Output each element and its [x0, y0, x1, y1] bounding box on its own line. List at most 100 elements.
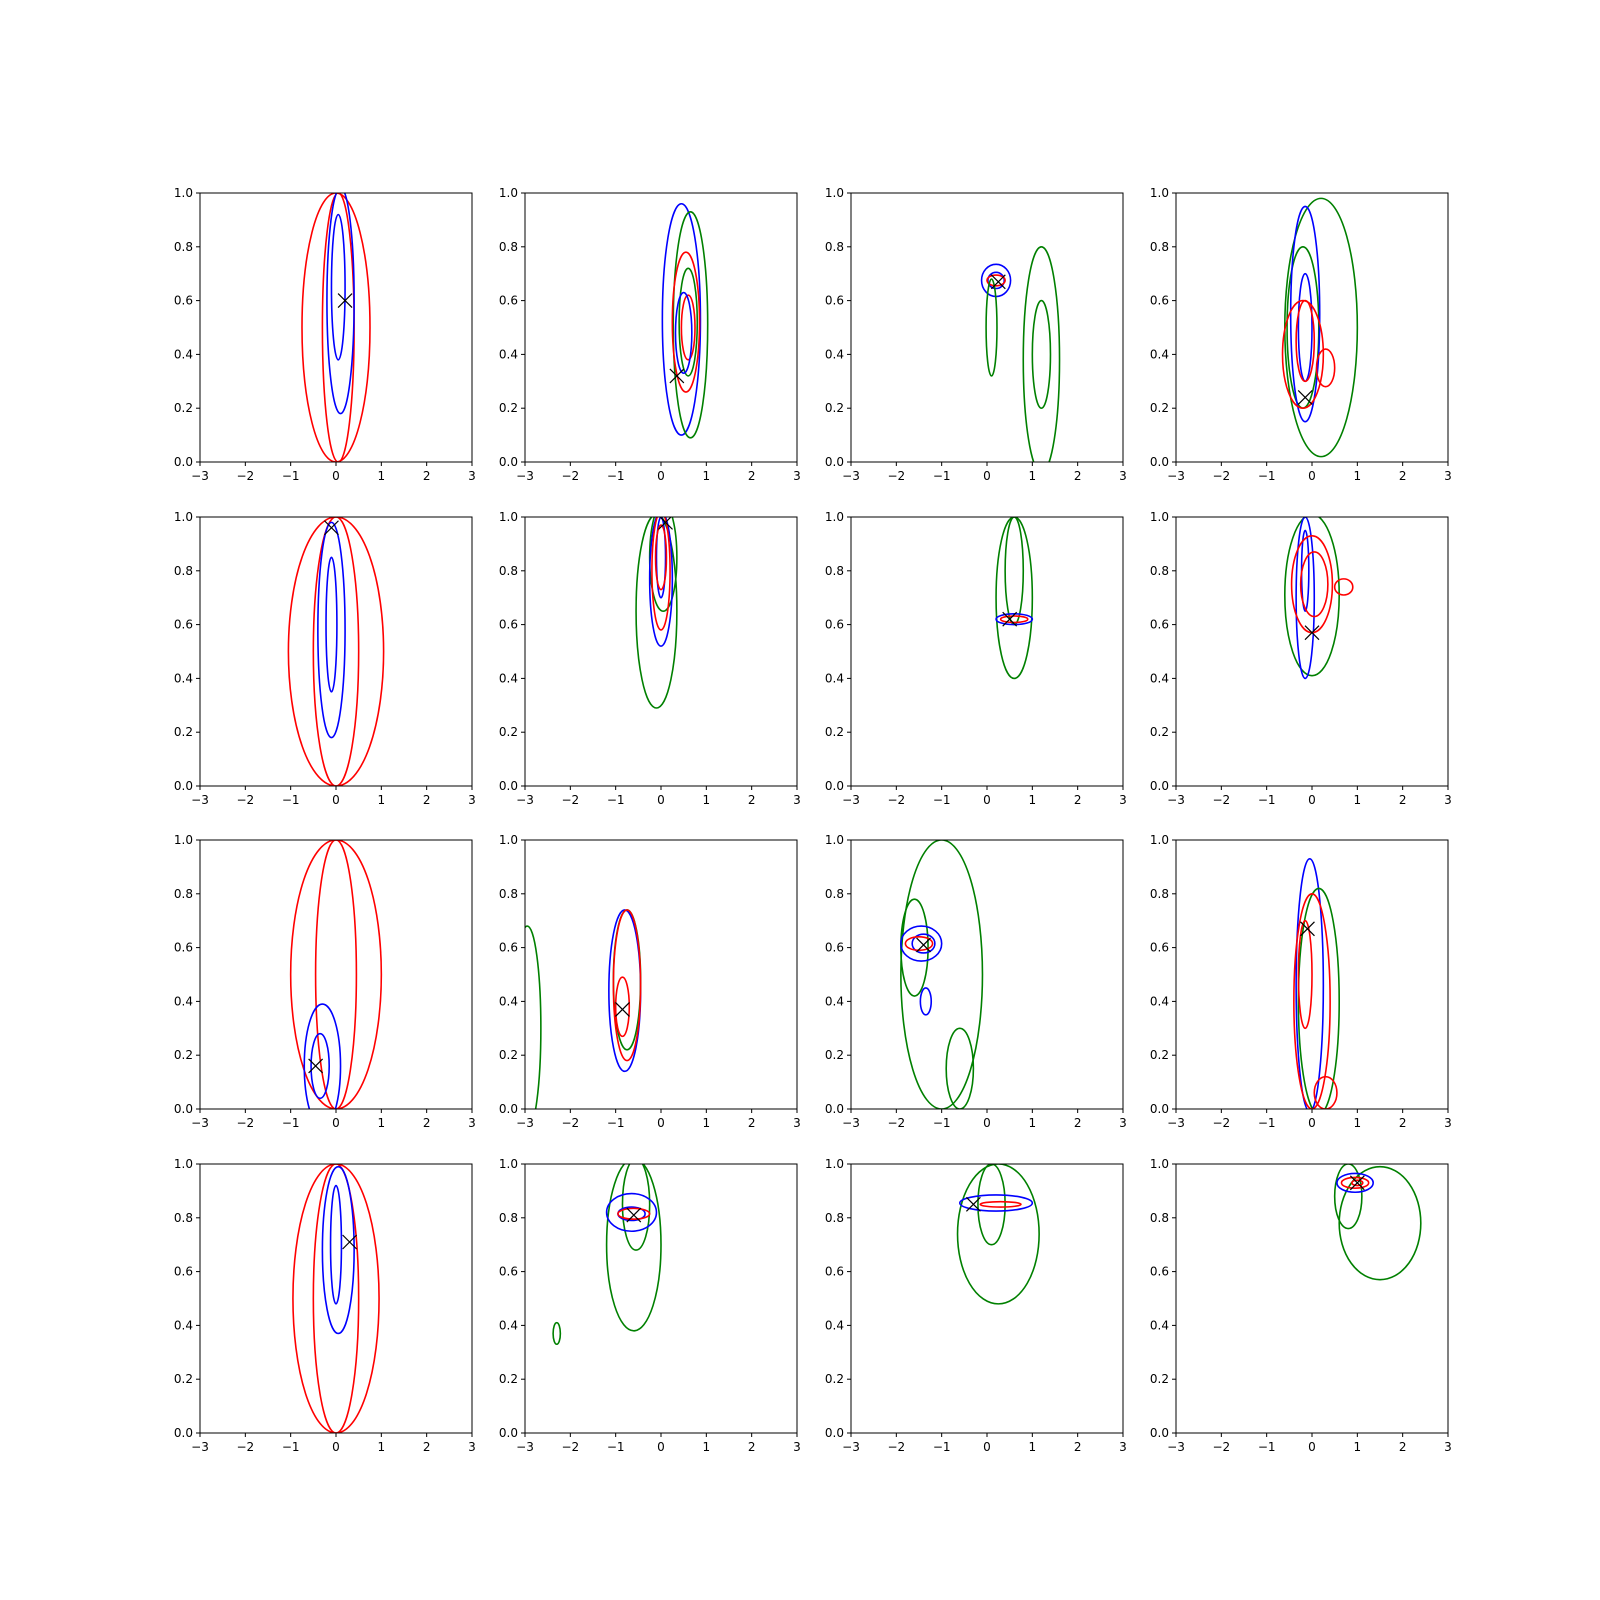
x-tick-label: −2: [561, 469, 579, 483]
y-tick-label: 0.0: [825, 455, 844, 469]
x-tick-label: 1: [1354, 469, 1362, 483]
x-marker: [1297, 390, 1313, 405]
y-tick-label: 0.6: [174, 1265, 193, 1279]
y-tick-label: 1.0: [825, 833, 844, 847]
red-contour: [301, 193, 371, 462]
blue-contour: [329, 1184, 343, 1305]
y-tick-label: 1.0: [825, 1157, 844, 1171]
x-marker: [916, 937, 931, 953]
x-tick-label: −1: [933, 1440, 951, 1454]
x-tick-label: 1: [703, 1116, 711, 1130]
blue-contour: [605, 1192, 658, 1233]
blue-contour: [325, 556, 338, 693]
green-contour: [1297, 887, 1340, 1109]
x-tick-label: 2: [1074, 793, 1082, 807]
x-marker: [658, 517, 673, 530]
y-tick-label: 0.2: [825, 401, 844, 415]
y-tick-label: 0.6: [174, 941, 193, 955]
x-tick-label: −3: [1167, 793, 1185, 807]
y-tick-label: 0.4: [174, 994, 193, 1008]
y-tick-label: 0.2: [825, 1048, 844, 1062]
y-tick-label: 0.0: [499, 1102, 518, 1116]
y-tick-label: 0.4: [825, 347, 844, 361]
axes-frame: [199, 192, 473, 463]
plot-area: [1281, 197, 1359, 458]
y-tick-label: 0.6: [174, 294, 193, 308]
plot-area: [287, 517, 385, 786]
green-contour: [1031, 299, 1052, 410]
y-tick-label: 1.0: [1150, 833, 1169, 847]
x-tick-label: −2: [887, 793, 905, 807]
subplot-r0-c0: −3 −2 −1 0 1 2 3 0.0 0.2 0.4 0.6 0.8 1.0: [174, 186, 476, 483]
y-tick-label: 0.2: [1150, 401, 1169, 415]
y-tick-label: 0.8: [825, 240, 844, 254]
red-contour: [312, 517, 360, 786]
axes-frame: [850, 516, 1124, 787]
axes-frame: [850, 192, 1124, 463]
x-tick-label: 3: [1444, 1116, 1452, 1130]
x-tick-label: 1: [1029, 469, 1037, 483]
x-tick-label: 2: [423, 469, 431, 483]
x-tick-label: 2: [1399, 1440, 1407, 1454]
y-tick-label: 0.0: [499, 455, 518, 469]
x-tick-label: 3: [468, 1440, 476, 1454]
y-tick-label: 1.0: [825, 186, 844, 200]
plot-area: [635, 517, 678, 709]
x-tick-label: 3: [793, 469, 801, 483]
y-tick-label: 1.0: [499, 833, 518, 847]
x-marker: [1300, 921, 1315, 937]
x-tick-label: 3: [1444, 1440, 1452, 1454]
plot-area: [900, 840, 984, 1109]
blue-contour: [1295, 517, 1316, 680]
axes-frame: [524, 839, 798, 1110]
green-contour: [1338, 1165, 1422, 1281]
y-tick-label: 0.2: [174, 401, 193, 415]
x-tick-label: 3: [1119, 793, 1127, 807]
plot-area: [1293, 858, 1340, 1109]
y-tick-label: 0.0: [499, 779, 518, 793]
x-marker: [669, 368, 685, 384]
x-tick-label: 3: [468, 1116, 476, 1130]
y-tick-label: 0.8: [499, 240, 518, 254]
red-contour: [1340, 1176, 1370, 1190]
y-tick-label: 0.8: [1150, 564, 1169, 578]
x-tick-label: 1: [1354, 1440, 1362, 1454]
x-tick-label: 3: [468, 469, 476, 483]
y-tick-label: 1.0: [499, 510, 518, 524]
x-tick-label: 1: [1029, 793, 1037, 807]
y-tick-label: 0.0: [174, 779, 193, 793]
x-tick-label: 0: [657, 1116, 665, 1130]
x-marker: [990, 274, 1006, 290]
y-tick-label: 0.8: [499, 564, 518, 578]
blue-contour: [655, 517, 667, 599]
plot-area: [661, 202, 709, 439]
subplot-r3-c3: −3 −2 −1 0 1 2 3 0.0 0.2 0.4 0.6 0.8 1.0: [1150, 1157, 1452, 1454]
x-tick-label: 0: [332, 793, 340, 807]
subplot-r1-c2: −3 −2 −1 0 1 2 3 0.0 0.2 0.4 0.6 0.8 1.0: [825, 510, 1127, 807]
y-tick-label: 0.0: [174, 455, 193, 469]
y-tick-label: 0.4: [1150, 994, 1169, 1008]
y-tick-label: 0.2: [499, 1372, 518, 1386]
x-tick-label: 0: [332, 469, 340, 483]
green-contour: [985, 278, 998, 377]
x-tick-label: 1: [703, 469, 711, 483]
y-tick-label: 0.0: [174, 1426, 193, 1440]
plot-area: [995, 517, 1034, 680]
x-tick-label: 3: [1119, 1440, 1127, 1454]
y-tick-label: 0.8: [174, 887, 193, 901]
red-contour: [1293, 893, 1331, 1109]
y-tick-label: 1.0: [174, 510, 193, 524]
subplot-r1-c3: −3 −2 −1 0 1 2 3 0.0 0.2 0.4 0.6 0.8 1.0: [1150, 510, 1452, 807]
subplot-r3-c0: −3 −2 −1 0 1 2 3 0.0 0.2 0.4 0.6 0.8 1.0: [174, 1157, 476, 1454]
x-tick-label: −3: [842, 1440, 860, 1454]
x-tick-label: 2: [1074, 1116, 1082, 1130]
x-tick-label: 1: [378, 469, 386, 483]
x-tick-label: −2: [236, 469, 254, 483]
x-tick-label: −3: [191, 1116, 209, 1130]
y-tick-label: 0.2: [1150, 1048, 1169, 1062]
y-tick-label: 0.4: [174, 347, 193, 361]
axes-frame: [199, 839, 473, 1110]
x-tick-label: 1: [1354, 1116, 1362, 1130]
blue-contour: [303, 1003, 342, 1109]
x-tick-label: −1: [1258, 469, 1276, 483]
